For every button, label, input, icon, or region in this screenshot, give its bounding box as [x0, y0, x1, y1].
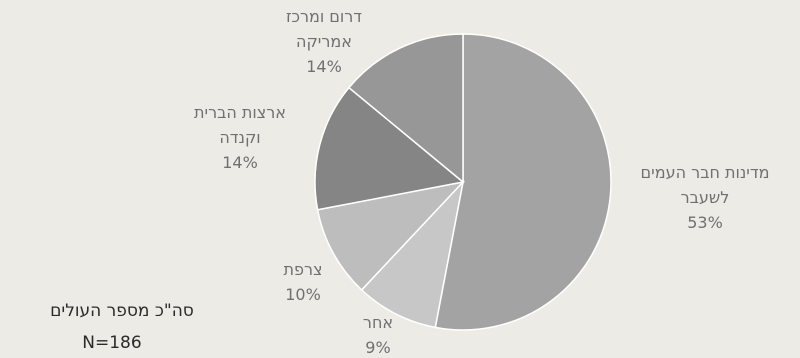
slice-name-label: לשעבר	[681, 188, 730, 207]
slice-value-label: 53%	[687, 213, 723, 232]
slice-label: מדינות חבר העמים לשעבר 53%	[641, 163, 770, 232]
slice-value-label: 10%	[285, 285, 321, 304]
slice-usa-canada	[314, 86, 465, 211]
slice-name-label: צרפת	[283, 260, 322, 279]
slice-value-label: 14%	[222, 153, 258, 172]
slice-latin-america	[347, 33, 464, 184]
slice-name-label: מדינות חבר העמים	[641, 163, 770, 182]
total-n: N=186	[82, 333, 141, 353]
slice-cis	[434, 33, 612, 331]
slice-france	[316, 180, 466, 291]
slice-value-label: 14%	[306, 57, 342, 76]
total-label: סה"כ מספר העולים	[50, 301, 194, 321]
slice-name-label: אמריקה	[296, 32, 352, 51]
slice-labels: מדינות חבר העמים לשעבר 53% אחר 9% צרפת 10% ארצו…	[194, 7, 769, 357]
slice-name-label: וקנדה	[219, 128, 260, 147]
slice-label: אחר 9%	[363, 313, 393, 357]
slice-other	[360, 179, 465, 329]
slice-name-label: אחר	[363, 313, 393, 332]
slice-name-label: ארצות הברית	[194, 103, 286, 122]
slice-value-label: 9%	[365, 338, 390, 357]
pie-slices	[314, 33, 612, 331]
slice-name-label: דרום ומרכז	[286, 7, 362, 26]
slice-label: דרום ומרכז אמריקה 14%	[286, 7, 362, 76]
slice-label: ארצות הברית וקנדה 14%	[194, 103, 286, 172]
slice-label: צרפת 10%	[283, 260, 322, 304]
